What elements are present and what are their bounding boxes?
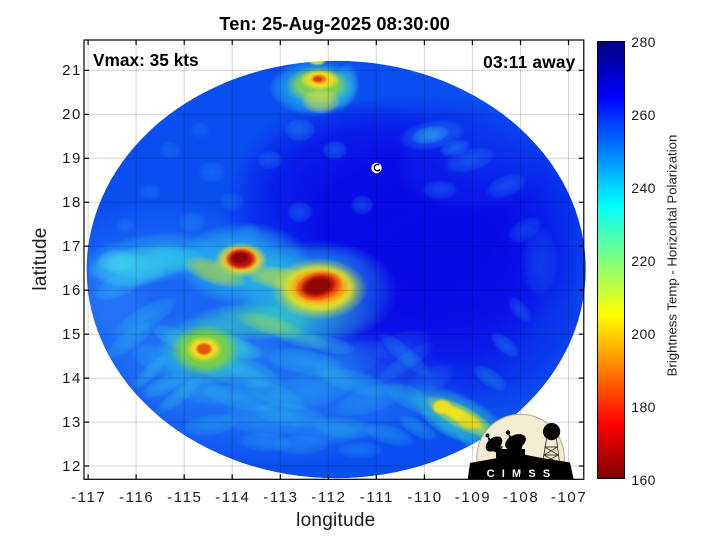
svg-text:CIMSS: CIMSS <box>487 468 558 480</box>
